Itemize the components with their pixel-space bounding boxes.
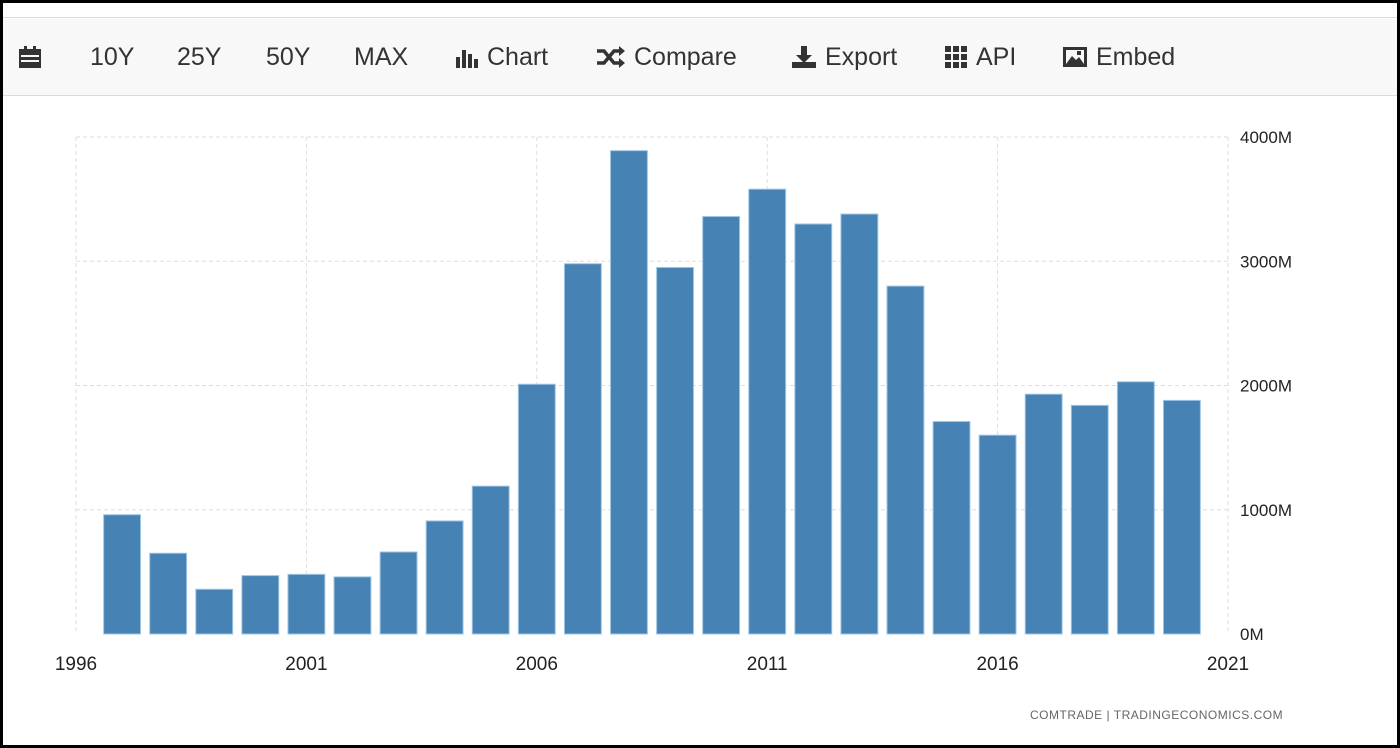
x-tick-label: 2016 [976, 654, 1018, 675]
x-tick-label: 2021 [1207, 654, 1249, 675]
bar-1999[interactable] [195, 588, 234, 635]
chart-toolbar: 10Y 25Y 50Y MAX Chart [3, 19, 1397, 96]
x-tick-label: 2011 [747, 654, 788, 675]
export-button[interactable]: Export [791, 19, 897, 95]
bar-2009[interactable] [656, 266, 694, 635]
top-divider [3, 17, 1397, 18]
calendar-button[interactable] [18, 19, 42, 95]
bar-2014[interactable] [886, 285, 925, 635]
y-axis-ticks: 0M 1000M 2000M 3000M 4000M [1240, 128, 1292, 644]
embed-label: Embed [1096, 42, 1176, 71]
image-icon [1063, 47, 1087, 67]
bar-2016[interactable] [978, 434, 1017, 635]
bar-2007[interactable] [563, 263, 602, 635]
y-tick-label: 0M [1240, 625, 1264, 644]
api-label: API [976, 42, 1017, 71]
bar-chart: 1996 2001 2006 2011 2016 2021 0M 1000M 2000M 300… [55, 128, 1292, 675]
chart-widget: 10Y 25Y 50Y MAX Chart [3, 3, 1397, 745]
x-tick-label: 1996 [55, 654, 97, 675]
range-50y-button[interactable]: 50Y [266, 19, 310, 95]
x-axis-ticks: 1996 2001 2006 2011 2016 2021 [55, 654, 1249, 675]
bar-2003[interactable] [379, 551, 418, 635]
bar-1997[interactable] [103, 514, 142, 635]
range-10y-label: 10Y [90, 42, 135, 71]
bar-2005[interactable] [471, 485, 510, 635]
compare-label: Compare [634, 42, 737, 71]
range-50y-label: 50Y [266, 42, 311, 71]
embed-button[interactable]: Embed [1062, 19, 1175, 95]
chart-type-button[interactable]: Chart [455, 19, 548, 95]
bars [103, 150, 1201, 635]
bar-2017[interactable] [1024, 393, 1063, 635]
chart-area: 1996 2001 2006 2011 2016 2021 0M 1000M 2000M 300… [3, 96, 1397, 745]
bar-2002[interactable] [333, 576, 372, 635]
range-max-label: MAX [354, 42, 409, 71]
x-tick-label: 2006 [516, 654, 558, 675]
range-25y-label: 25Y [177, 42, 222, 71]
chart-type-label: Chart [487, 42, 549, 71]
range-max-button[interactable]: MAX [354, 19, 408, 95]
bar-2001[interactable] [287, 573, 326, 635]
range-25y-button[interactable]: 25Y [177, 19, 221, 95]
bar-2019[interactable] [1116, 381, 1155, 635]
y-tick-label: 1000M [1240, 501, 1292, 520]
shuffle-icon [597, 46, 625, 68]
bar-2018[interactable] [1070, 404, 1109, 635]
bar-2012[interactable] [794, 223, 833, 635]
bar-2006[interactable] [517, 383, 556, 635]
download-icon [792, 46, 816, 68]
bar-chart-icon [456, 50, 478, 68]
bar-2020[interactable] [1162, 399, 1201, 635]
calendar-icon [19, 46, 41, 68]
grid-icon [945, 46, 967, 68]
y-tick-label: 4000M [1240, 128, 1292, 147]
bar-2004[interactable] [425, 520, 464, 635]
bar-2011[interactable] [748, 188, 787, 635]
x-tick-label: 2001 [285, 654, 327, 675]
api-button[interactable]: API [944, 19, 1016, 95]
range-10y-button[interactable]: 10Y [90, 19, 134, 95]
bar-1998[interactable] [149, 552, 188, 635]
source-attribution: COMTRADE | TRADINGECONOMICS.COM [1030, 708, 1284, 722]
bar-2000[interactable] [241, 575, 280, 635]
y-tick-label: 2000M [1240, 377, 1292, 396]
compare-button[interactable]: Compare [596, 19, 737, 95]
bar-2013[interactable] [840, 213, 879, 635]
y-tick-label: 3000M [1240, 252, 1292, 271]
export-label: Export [825, 42, 898, 71]
bar-2008[interactable] [610, 150, 648, 635]
bar-2010[interactable] [702, 216, 741, 635]
bar-2015[interactable] [932, 421, 971, 635]
